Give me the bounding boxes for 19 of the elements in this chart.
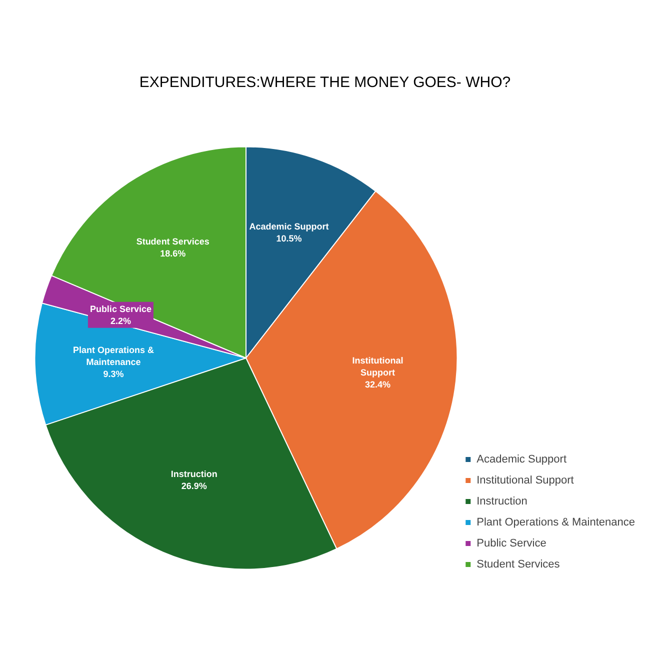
chart-title: EXPENDITURES:WHERE THE MONEY GOES- WHO?: [139, 74, 511, 91]
legend-label: Plant Operations & Maintenance: [476, 516, 636, 528]
legend-label: Instruction: [476, 496, 528, 508]
data-label: 2.2%: [110, 316, 131, 326]
data-label: 26.9%: [181, 480, 207, 491]
slice-label: Student Services: [136, 236, 210, 247]
legend-label: Academic Support: [476, 454, 567, 466]
data-label: 10.5%: [276, 234, 302, 244]
data-label: 18.6%: [160, 248, 186, 259]
legend-label: Student Services: [476, 558, 560, 570]
slice-label: Institutional Support: [352, 355, 404, 378]
legend-label: Public Service: [476, 538, 546, 550]
slice-label: Public Service: [90, 304, 152, 314]
legend-label: Institutional Support: [476, 474, 574, 486]
slice-label: Plant Operations & Maintenance: [73, 344, 155, 367]
slice-label: Academic Support: [249, 222, 329, 232]
data-label: 9.3%: [103, 368, 124, 379]
data-label: 32.4%: [364, 379, 391, 390]
slice-label: Instruction: [170, 468, 218, 479]
